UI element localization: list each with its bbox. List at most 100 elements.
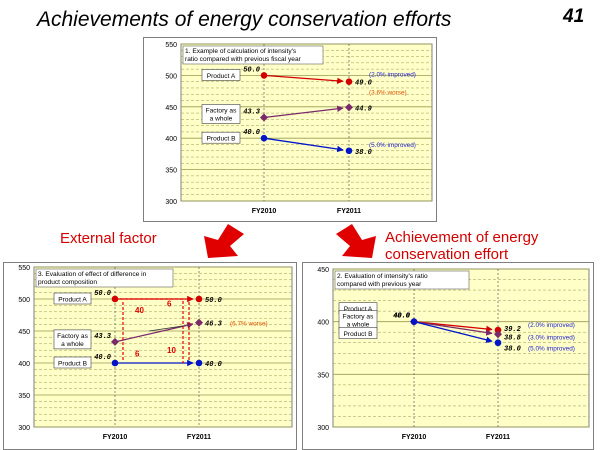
y-tick-label: 300 — [317, 425, 329, 432]
note-label: (2.0% improved) — [528, 322, 575, 329]
series-label-box — [201, 69, 241, 81]
data-label: 38.8 — [504, 334, 522, 342]
data-label: 43.3 — [243, 108, 261, 116]
data-label: 40.0 — [393, 313, 410, 321]
data-point — [345, 78, 353, 85]
series-label-box — [201, 131, 241, 144]
data-point — [345, 103, 353, 112]
chart-3-svg: 550 500 450 400 350 300 FY2010 FY2011 3. Evaluat… — [18, 265, 293, 441]
y-tick-label: 350 — [165, 168, 177, 175]
series-line — [263, 74, 344, 85]
data-label: 40.0 — [94, 354, 111, 362]
series-label: a whole — [347, 322, 370, 329]
chart-1-svg: 550 500 450 400 350 300 FY2010 FY2011 1. Example… — [165, 42, 433, 215]
chart-title-line2: ratio compared with previous fiscal year — [185, 56, 302, 63]
note-label: (3.6% worse) — [369, 89, 407, 96]
series-line — [114, 322, 194, 343]
y-tick-label: 350 — [18, 393, 30, 400]
series-label-box — [53, 329, 92, 350]
external-factor-heading: External factor — [60, 230, 157, 247]
data-label: 40.0 — [205, 361, 222, 369]
data-label: 40.0 — [393, 313, 410, 321]
chart-title-box — [334, 270, 470, 290]
x-tick-label: FY2011 — [337, 208, 361, 215]
series-label-box — [53, 356, 92, 369]
series-line — [413, 321, 493, 336]
weight-label: 6 — [135, 350, 140, 359]
series-label-box — [53, 292, 92, 305]
note-label: (2.0% improved) — [369, 72, 416, 79]
data-point — [260, 134, 268, 142]
data-point — [494, 326, 502, 334]
chart-2-svg: 450 400 350 300 FY2010 FY2011 2. Evaluation of… — [317, 267, 590, 441]
series-label: Product A — [344, 306, 373, 313]
series-label-box — [338, 327, 378, 339]
series-label: Product B — [58, 361, 88, 368]
chart-title-line1: 3. Evaluation of effect of difference in — [38, 271, 147, 278]
y-tick-label: 300 — [165, 199, 177, 206]
chart-title-line2: compared with previous year — [337, 281, 422, 288]
down-arrow-right-icon — [336, 224, 376, 258]
data-point — [260, 113, 268, 122]
data-label: 50.0 — [94, 290, 111, 298]
series-line — [263, 137, 344, 153]
y-tick-label: 400 — [18, 361, 30, 368]
y-tick-label: 400 — [317, 320, 329, 327]
chart-panel-2: 450 400 350 300 FY2010 FY2011 2. Evaluation of… — [302, 262, 594, 450]
data-point — [260, 72, 268, 79]
data-point — [494, 330, 502, 339]
data-label: 40.0 — [393, 313, 410, 321]
weight-bracket — [115, 298, 184, 363]
chart-title-line1: 2. Evaluation of intensity's ratio — [337, 273, 428, 280]
achievement-heading: Achievement of energy conservation effor… — [385, 229, 538, 263]
y-tick-label: 500 — [165, 73, 177, 80]
page-title: Achievements of energy conservation effo… — [37, 8, 452, 31]
series-label: Factory as — [343, 314, 374, 321]
series-label: a whole — [210, 115, 233, 122]
weight-label: 6 — [167, 300, 172, 309]
series-label: Product A — [207, 73, 236, 80]
weight-label: 40 — [135, 306, 144, 315]
chart-title-box — [35, 268, 174, 288]
chart-title-line1: 1. Example of calculation of intensity's — [185, 48, 297, 55]
achievement-heading-line1: Achievement of energy — [385, 229, 539, 246]
x-tick-label: FY2011 — [187, 434, 211, 441]
chart-title-box — [182, 45, 324, 65]
y-tick-label: 450 — [18, 329, 30, 336]
series-label: Product A — [58, 297, 87, 304]
achievement-heading-line2: conservation effort — [385, 246, 509, 263]
y-tick-label: 450 — [317, 267, 329, 274]
y-tick-label: 300 — [18, 425, 30, 432]
data-label: 40.0 — [243, 129, 260, 137]
x-tick-label: FY2010 — [402, 434, 427, 441]
data-point — [111, 337, 119, 346]
weight-label: 10 — [167, 346, 176, 355]
y-tick-label: 500 — [18, 297, 30, 304]
data-point — [195, 318, 203, 327]
y-tick-label: 400 — [165, 136, 177, 143]
series-label: Product B — [207, 136, 237, 143]
series-label: Factory as — [57, 333, 88, 340]
chart-title-line2: product composition — [38, 279, 97, 286]
y-tick-label: 550 — [18, 265, 30, 272]
y-tick-label: 550 — [165, 42, 177, 49]
data-label: 38.0 — [504, 346, 521, 354]
data-point — [410, 318, 418, 325]
data-point — [195, 295, 203, 303]
series-label: Factory as — [206, 107, 237, 114]
series-line — [263, 105, 344, 119]
down-arrow-left-icon — [204, 224, 244, 258]
data-label: 50.0 — [205, 297, 222, 305]
chart-panel-3: 550 500 450 400 350 300 FY2010 FY2011 3. Evaluat… — [3, 262, 297, 450]
note-label: (6.7% worse) — [230, 321, 268, 328]
data-point — [345, 147, 353, 155]
x-tick-label: FY2010 — [103, 434, 128, 441]
series-label: a whole — [61, 341, 84, 348]
data-point — [494, 339, 502, 347]
series-label: Product B — [344, 331, 374, 338]
y-tick-label: 450 — [165, 105, 177, 112]
data-point — [111, 359, 119, 367]
y-tick-label: 350 — [317, 372, 329, 379]
x-tick-label: FY2011 — [486, 434, 510, 441]
data-point — [195, 359, 203, 367]
